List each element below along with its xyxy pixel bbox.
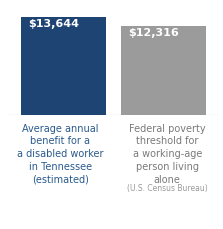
Text: (U.S. Census Bureau): (U.S. Census Bureau) xyxy=(127,184,208,193)
Text: $13,644: $13,644 xyxy=(28,19,79,29)
Bar xyxy=(121,26,206,114)
Bar xyxy=(21,16,106,114)
Text: $12,316: $12,316 xyxy=(128,28,179,38)
Text: Average annual
benefit for a
a disabled worker
in Tennessee
(estimated): Average annual benefit for a a disabled … xyxy=(17,124,103,185)
Text: Federal poverty
threshold for
a working-age
person living
alone: Federal poverty threshold for a working-… xyxy=(129,124,206,185)
